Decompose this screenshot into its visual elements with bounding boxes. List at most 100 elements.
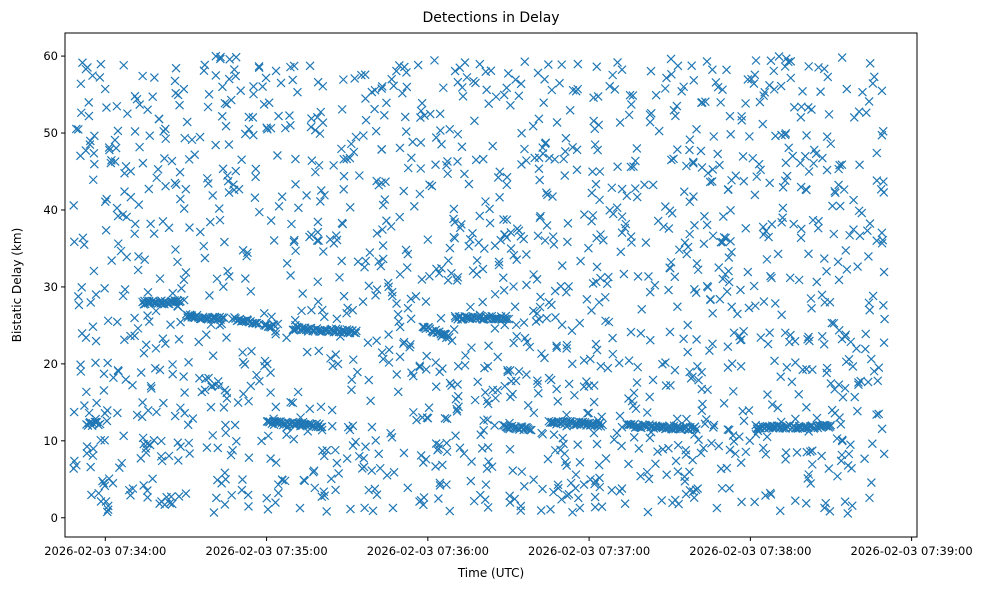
data-point [766,56,776,66]
data-point [462,72,472,82]
data-point [788,151,798,161]
data-point [370,484,380,494]
data-point [703,385,713,395]
data-point [802,185,811,195]
data-point [230,420,240,430]
data-point [717,483,727,493]
data-point [243,490,253,500]
data-point [749,281,759,291]
data-point [238,245,248,255]
data-point [601,316,610,326]
data-point [217,313,227,322]
data-point [617,422,627,432]
data-point [712,503,722,513]
data-point [158,216,168,226]
data-point [739,326,749,336]
data-point [393,309,403,319]
data-point [187,135,197,145]
data-point [397,88,407,98]
data-point [528,306,538,316]
data-point [204,89,214,99]
data-point [287,219,296,229]
data-point [715,294,725,304]
data-point [160,124,170,134]
data-point [176,284,186,293]
x-tick-label: 2026-02-03 07:38:00 [689,544,811,558]
data-point [282,333,291,343]
data-point [557,494,566,504]
data-point [719,398,729,408]
data-point [349,147,359,157]
data-point [314,346,324,356]
data-point [371,126,381,136]
data-point [543,454,553,464]
data-point [107,256,117,266]
data-point [437,263,446,273]
data-point [596,361,606,371]
data-point [582,294,592,304]
data-point [442,447,452,457]
data-point [780,176,790,186]
data-point [91,336,101,346]
data-point [217,478,227,488]
data-point [389,467,399,477]
data-point [128,380,137,390]
data-point [179,204,189,213]
y-tick-label: 10 [43,434,58,448]
data-point [845,230,855,240]
data-point [478,264,488,274]
data-point [199,241,209,251]
data-point [160,339,170,349]
data-point [759,91,769,101]
data-point [619,269,629,279]
data-point [736,458,746,468]
data-point [620,499,630,509]
data-point [218,282,228,292]
data-point [354,171,364,180]
data-point [452,276,462,285]
data-point [89,159,99,169]
data-point [516,501,526,511]
data-point [559,154,569,164]
data-point [718,212,728,221]
data-point [372,285,382,294]
data-point [511,320,521,330]
data-point [387,287,397,297]
data-point [807,459,817,469]
data-point [77,329,87,338]
data-point [495,167,505,177]
data-point [579,356,589,365]
data-point [546,504,555,514]
data-point [624,356,634,366]
data-point [509,250,519,260]
data-point [564,379,574,389]
data-point [587,216,597,226]
data-point [443,256,453,266]
data-point [839,185,849,194]
data-point [180,388,190,397]
data-point [613,57,622,67]
data-point [360,503,370,513]
data-point [475,211,485,221]
data-point [151,306,161,316]
data-point [709,420,719,430]
data-point [648,375,658,385]
data-point [434,268,444,278]
data-point [102,194,112,204]
data-point [755,97,765,107]
data-point [705,346,714,356]
data-point [272,151,282,160]
data-point [750,497,760,507]
data-point [579,210,589,220]
data-point [665,206,675,216]
data-point [337,256,347,266]
data-point [126,166,136,176]
data-point [179,84,189,94]
data-point [316,402,326,412]
data-point [708,231,718,241]
data-point [456,219,466,229]
data-point [683,320,693,330]
data-point [264,98,274,108]
data-point [781,448,791,457]
data-point [367,422,377,432]
